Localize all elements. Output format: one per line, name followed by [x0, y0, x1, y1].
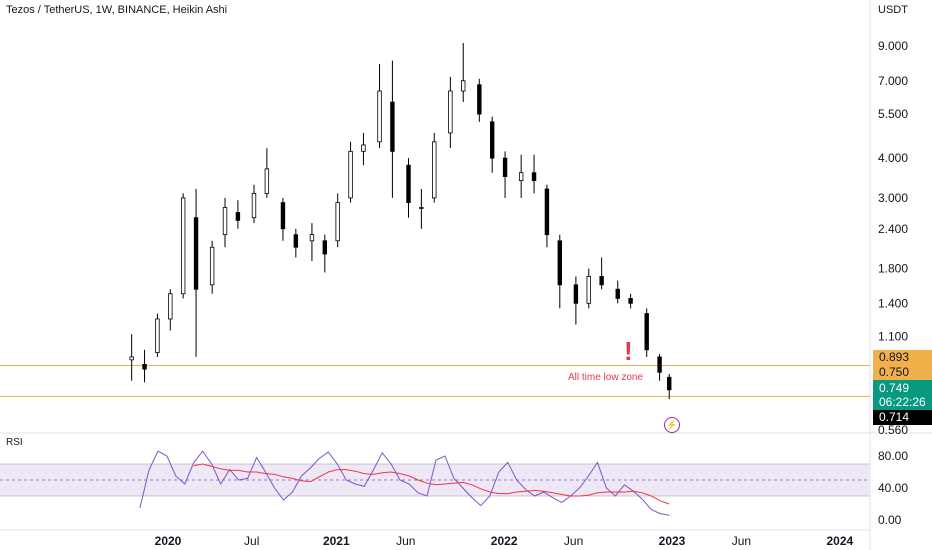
candle-body: [628, 298, 633, 304]
price-tag-current[interactable]: 0.749 06:22:26: [873, 380, 932, 410]
candle-body: [531, 172, 537, 182]
candle-body: [293, 234, 299, 248]
candle-body: [489, 121, 495, 159]
candle-body: [615, 288, 620, 299]
candle-body: [180, 197, 186, 295]
time-tick-label: Jun: [564, 534, 583, 548]
rsi-tick-label: 40.00: [878, 481, 908, 495]
candle-body: [432, 141, 437, 199]
candle-body: [644, 313, 649, 351]
candle-body: [573, 284, 579, 304]
exclamation-icon: !: [624, 336, 633, 366]
candle-body: [222, 207, 228, 236]
rsi-tick-label: 80.00: [878, 449, 908, 463]
price-unit-label: USDT: [878, 4, 908, 16]
time-tick-label: 2020: [155, 534, 182, 548]
candle-body: [419, 207, 424, 209]
candle-body: [657, 356, 662, 373]
all-time-low-label: All time low zone: [568, 372, 644, 383]
price-tag-low: 0.714: [873, 410, 932, 425]
candle-body: [155, 318, 160, 354]
candle-body: [599, 276, 604, 286]
candle-body: [667, 376, 672, 391]
candle-body: [390, 101, 395, 152]
candle-body: [586, 276, 591, 304]
current-price-value: 0.749: [879, 381, 910, 395]
candle-body: [168, 293, 173, 320]
candle-body: [251, 192, 257, 219]
candle-body: [129, 356, 134, 361]
price-tag-upper: 0.893: [873, 350, 932, 365]
candle-body: [193, 217, 199, 290]
price-tick-label: 4.000: [878, 151, 908, 165]
price-tick-label: 2.400: [878, 222, 908, 236]
price-tick-label: 5.500: [878, 107, 908, 121]
chart-title: Tezos / TetherUS, 1W, BINANCE, Heikin As…: [6, 4, 228, 16]
candle-body: [361, 144, 366, 152]
candle-body: [235, 212, 241, 221]
candle-body: [264, 168, 270, 194]
price-tick-label: 7.000: [878, 74, 908, 88]
price-tick-label: 0.560: [878, 423, 908, 437]
candle-body: [557, 240, 562, 286]
price-tag-lower: 0.750: [873, 365, 932, 380]
rsi-line: [139, 450, 670, 516]
candle-body: [348, 150, 353, 199]
time-tick-label: Jun: [732, 534, 751, 548]
candle-body: [477, 84, 482, 115]
price-tick-label: 1.100: [878, 330, 908, 344]
rsi-tick-label: 0.00: [878, 513, 902, 527]
time-tick-label: 2022: [491, 534, 518, 548]
candle-body: [502, 157, 508, 177]
candle-body: [448, 90, 453, 134]
time-tick-label: 2021: [323, 534, 350, 548]
candle-body: [335, 202, 340, 242]
price-tick-label: 1.800: [878, 262, 908, 276]
candle-body: [544, 188, 550, 236]
time-tick-label: 2024: [826, 534, 853, 548]
candle-body: [322, 240, 328, 255]
time-tick-label: Jun: [396, 534, 415, 548]
price-tick-label: 1.400: [878, 296, 908, 310]
price-tick-label: 3.000: [878, 191, 908, 205]
candle-body: [209, 246, 215, 286]
candle-body: [406, 164, 411, 204]
time-tick-label: 2023: [659, 534, 686, 548]
candle-body: [461, 80, 466, 92]
candle-body: [309, 234, 315, 242]
time-tick-label: Jul: [244, 534, 259, 548]
candle-body: [142, 363, 147, 370]
rsi-indicator-label[interactable]: RSI: [6, 437, 23, 448]
rsi-ma-line: [193, 463, 670, 505]
candle-body: [518, 172, 524, 182]
price-tick-label: 9.000: [878, 39, 908, 53]
lightning-icon[interactable]: ⚡: [664, 417, 680, 433]
candle-body: [280, 202, 286, 230]
candle-body: [377, 90, 382, 143]
bar-countdown: 06:22:26: [879, 395, 926, 409]
